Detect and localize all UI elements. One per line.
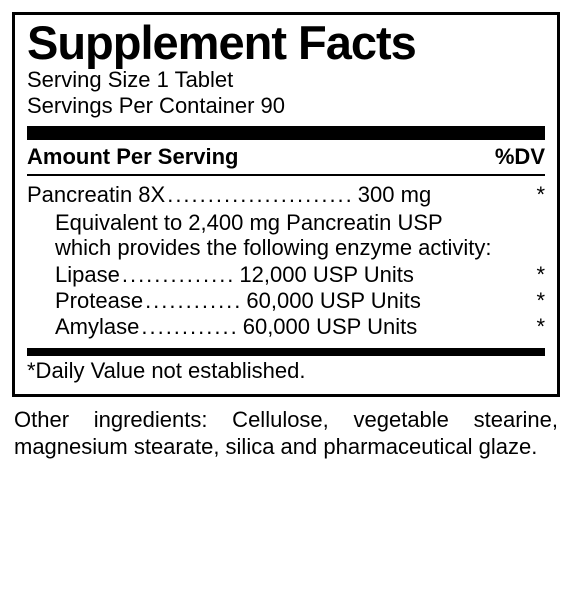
enzyme-name: Protease <box>55 288 143 314</box>
leader-dots: ....................... <box>167 182 354 208</box>
enzyme-name: Amylase <box>55 314 139 340</box>
equivalence-note: Equivalent to 2,400 mg Pancreatin USP wh… <box>55 210 495 261</box>
dv-footnote: *Daily Value not established. <box>27 358 545 384</box>
enzyme-dv: * <box>505 288 545 314</box>
header-row: Amount Per Serving %DV <box>27 144 545 170</box>
serving-info: Serving Size 1 Tablet Servings Per Conta… <box>27 67 545 120</box>
serving-size: Serving Size 1 Tablet <box>27 67 545 93</box>
enzyme-amount: 60,000 USP Units <box>246 288 420 314</box>
enzyme-dv: * <box>505 314 545 340</box>
leader-dots: .............. <box>122 262 236 288</box>
ingredient-amount: 300 mg <box>358 182 431 208</box>
panel-title: Supplement Facts <box>27 19 545 66</box>
enzyme-amount: 12,000 USP Units <box>239 262 413 288</box>
header-amount: Amount Per Serving <box>27 144 238 170</box>
rule-thick-bottom <box>27 348 545 356</box>
enzyme-row: Amylase ............ 60,000 USP Units * <box>55 314 545 340</box>
enzyme-row: Lipase .............. 12,000 USP Units * <box>55 262 545 288</box>
ingredient-row: Pancreatin 8X ....................... 30… <box>27 182 545 208</box>
servings-per-container: Servings Per Container 90 <box>27 93 545 119</box>
enzyme-row: Protease ............ 60,000 USP Units * <box>55 288 545 314</box>
other-ingredients: Other ingredients: Cellulose, vegetable … <box>12 407 560 461</box>
ingredient-name: Pancreatin 8X <box>27 182 165 208</box>
header-dv: %DV <box>495 144 545 170</box>
enzyme-name: Lipase <box>55 262 120 288</box>
ingredient-dv: * <box>505 182 545 208</box>
rule-thick-top <box>27 126 545 140</box>
enzyme-amount: 60,000 USP Units <box>243 314 417 340</box>
rule-thin <box>27 174 545 176</box>
leader-dots: ............ <box>145 288 242 314</box>
enzyme-dv: * <box>505 262 545 288</box>
supplement-facts-panel: Supplement Facts Serving Size 1 Tablet S… <box>12 12 560 397</box>
leader-dots: ............ <box>141 314 238 340</box>
